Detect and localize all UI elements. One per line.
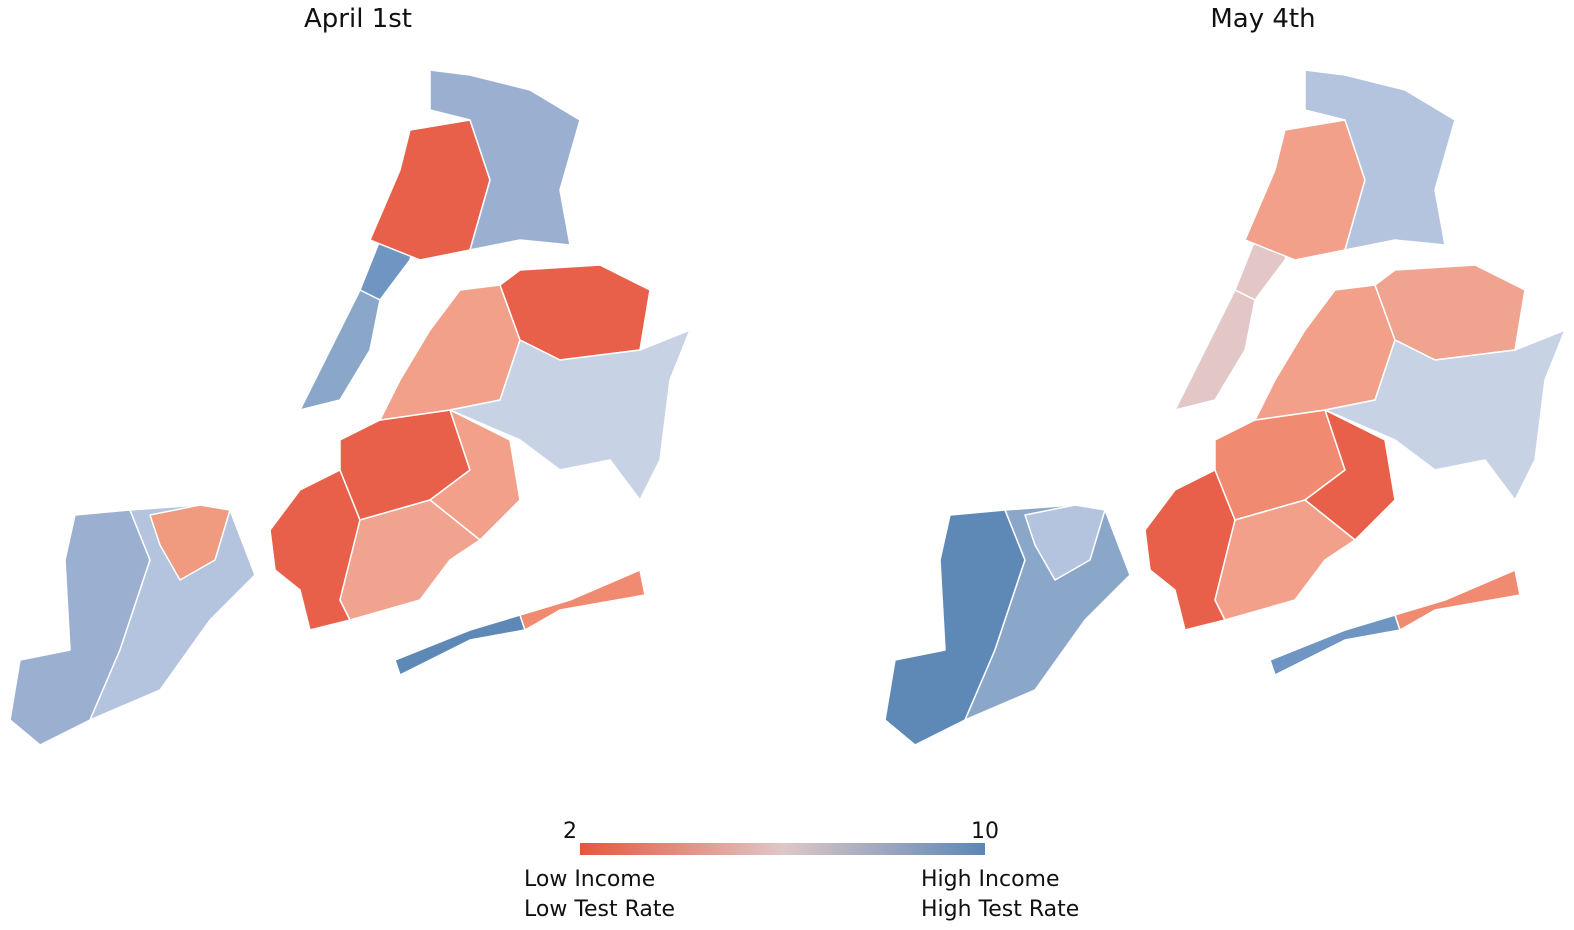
legend-label: High Test Rate (921, 897, 1079, 922)
map-april: April 1st (9, 4, 691, 746)
legend-min: 2 (563, 819, 577, 844)
legend-label: Low Income (524, 867, 655, 892)
colorbar (580, 843, 985, 855)
legend-label: High Income (921, 867, 1060, 892)
map-title: May 4th (1210, 4, 1315, 34)
legend-max: 10 (971, 819, 999, 844)
legend: 2 10 Low Income Low Test Rate High Incom… (524, 819, 1079, 922)
map-title: April 1st (304, 4, 412, 34)
map-may: May 4th (884, 4, 1566, 746)
legend-label: Low Test Rate (524, 897, 675, 922)
